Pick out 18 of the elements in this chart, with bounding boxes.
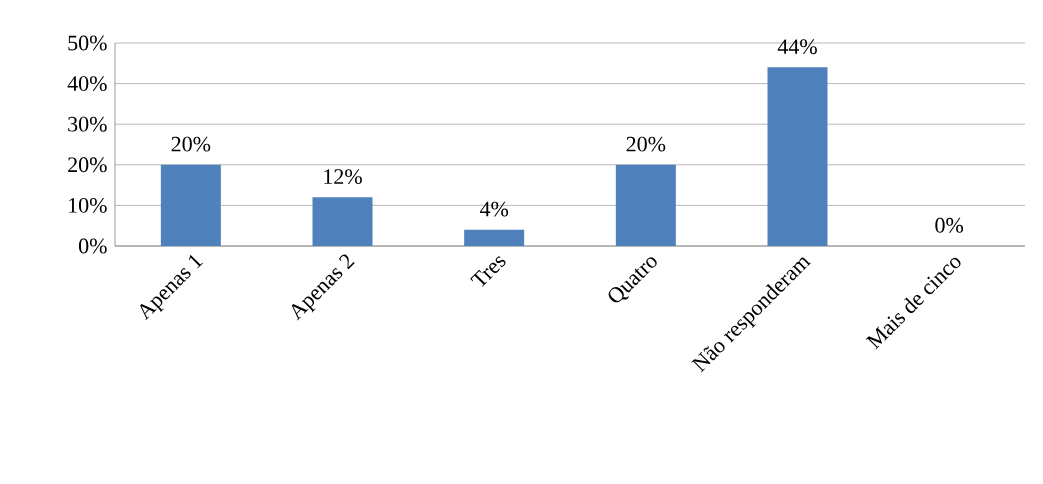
y-tick-label: 50% (68, 35, 107, 51)
data-label: 0% (935, 217, 964, 233)
data-label: 4% (479, 201, 509, 217)
data-label: 20% (171, 136, 211, 152)
bar (312, 197, 373, 246)
bar (160, 164, 221, 246)
y-tick-label: 30% (68, 116, 107, 132)
x-tick-label: Tres (470, 256, 506, 287)
y-tick-label: 40% (67, 76, 107, 92)
y-tick-label: 10% (69, 197, 107, 213)
y-tick-label: 20% (68, 157, 107, 173)
bar (767, 67, 828, 246)
y-tick-label: 0% (78, 238, 107, 254)
data-label: 20% (626, 136, 666, 152)
bar (615, 164, 676, 246)
data-label: 44% (777, 39, 817, 55)
bar (464, 229, 525, 246)
data-label: 12% (324, 169, 362, 185)
